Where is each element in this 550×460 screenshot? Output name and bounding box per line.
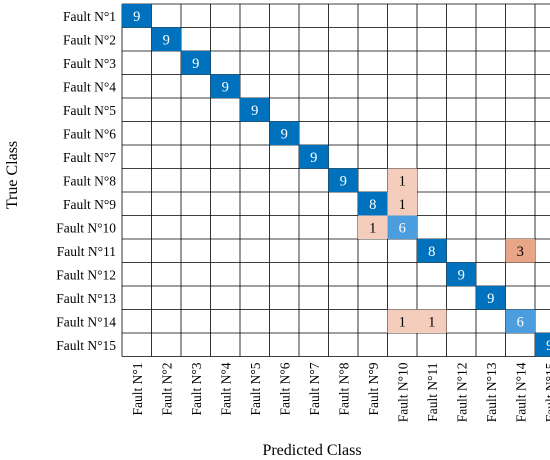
column-label: Fault N°7 [307,362,322,415]
matrix-cell [446,262,476,286]
matrix-cells: 9 9 9 9 9 9 9 9 1 8 1 1 6 8 3 9 9 1 1 6 9 [122,4,550,357]
matrix-cell-value: 9 [163,32,170,48]
matrix-cell-value: 9 [251,103,258,119]
matrix-cell-value: 9 [133,9,140,25]
matrix-cell-value: 1 [399,197,406,213]
row-label: Fault N°9 [63,197,116,212]
matrix-cell-value: 1 [399,314,406,330]
row-label: Fault N°1 [63,9,116,24]
row-label: Fault N°12 [56,267,116,282]
column-label: Fault N°12 [454,363,469,423]
matrix-cell-value: 9 [192,56,199,72]
matrix-cell-value: 9 [340,173,347,189]
matrix-cell [417,239,447,263]
matrix-cell-value: 3 [517,244,524,260]
row-label: Fault N°7 [63,150,116,165]
matrix-cell [122,4,152,28]
matrix-cell-value: 1 [369,220,376,236]
matrix-cell [387,168,417,192]
matrix-cell-value: 8 [428,244,435,260]
column-label: Fault N°8 [336,362,351,415]
matrix-cell [505,239,535,263]
matrix-cell-value: 9 [487,291,494,307]
column-label: Fault N°3 [189,362,204,415]
column-label: Fault N°9 [366,362,381,415]
matrix-cell-value: 9 [222,79,229,95]
row-label: Fault N°8 [63,173,116,188]
row-labels: Fault N°1 Fault N°2 Fault N°3 Fault N°4 Faul… [56,9,116,353]
matrix-cell-value: 8 [369,197,376,213]
column-labels: Fault N°1 Fault N°2 Fault N°3 Fault N°4 Faul… [130,362,550,422]
matrix-cell [358,215,388,239]
matrix-cell [387,309,417,333]
matrix-cell [417,309,447,333]
x-axis-label: Predicted Class [262,442,361,459]
matrix-cell-value: 9 [546,338,550,354]
row-label: Fault N°2 [63,32,116,47]
row-label: Fault N°10 [56,220,116,235]
column-label: Fault N°5 [248,362,263,415]
matrix-cell [299,145,329,169]
matrix-cell [358,192,388,216]
matrix-cell [476,286,506,310]
matrix-cell-value: 6 [399,220,406,236]
column-label: Fault N°1 [130,363,145,416]
y-axis-label: True Class [4,141,21,209]
matrix-cell-value: 9 [281,126,288,142]
row-label: Fault N°15 [56,338,116,353]
row-label: Fault N°4 [63,79,116,94]
column-label: Fault N°2 [159,363,174,416]
row-label: Fault N°5 [63,103,116,118]
matrix-cell [328,168,358,192]
matrix-cell [387,192,417,216]
row-label: Fault N°11 [57,244,116,259]
row-label: Fault N°14 [56,314,116,329]
matrix-cell [505,309,535,333]
matrix-cell [269,121,299,145]
column-label: Fault N°15 [543,362,550,422]
column-label: Fault N°6 [277,362,292,415]
matrix-cell [240,98,270,122]
matrix-cell [181,51,211,75]
matrix-cell-value: 9 [310,150,317,166]
matrix-cell-value: 1 [428,314,435,330]
matrix-cell-value: 6 [517,314,524,330]
column-label: Fault N°13 [484,362,499,422]
matrix-cell [535,333,550,357]
matrix-cell [210,74,240,98]
row-label: Fault N°13 [56,291,116,306]
column-label: Fault N°10 [395,362,410,422]
matrix-cell [387,215,417,239]
column-label: Fault N°4 [218,362,233,415]
column-label: Fault N°11 [425,363,440,422]
row-label: Fault N°3 [63,56,116,71]
row-label: Fault N°6 [63,126,116,141]
column-label: Fault N°14 [513,362,528,422]
matrix-cell-value: 9 [458,267,465,283]
matrix-cell-value: 1 [399,173,406,189]
matrix-cell [151,27,181,51]
